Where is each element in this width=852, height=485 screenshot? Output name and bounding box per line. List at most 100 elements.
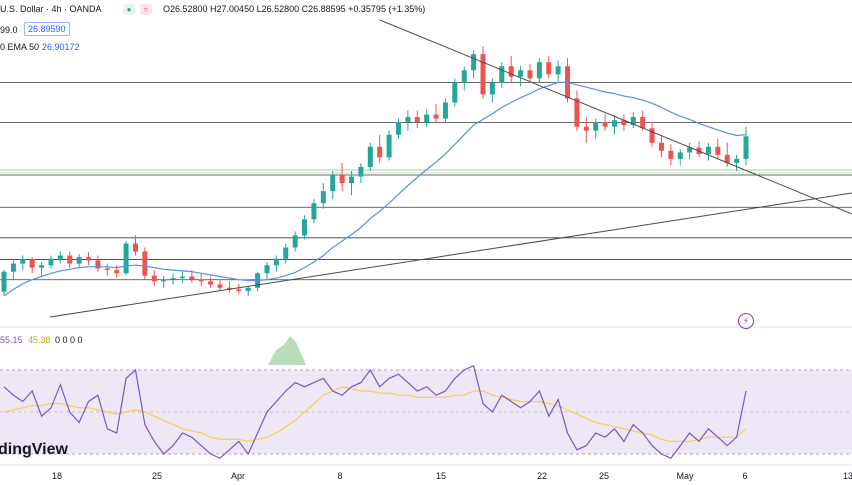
candle [283, 243, 289, 264]
candle-body [743, 136, 749, 159]
candle [255, 271, 261, 291]
candle [292, 231, 298, 252]
x-tick-label: 22 [537, 471, 547, 481]
candle-body [414, 117, 420, 123]
candle-body [236, 289, 242, 291]
candle-body [546, 62, 552, 75]
candle [527, 63, 533, 83]
candle [612, 117, 618, 135]
candle [395, 118, 401, 139]
candle [76, 253, 82, 267]
candle [48, 255, 54, 269]
candle-body [95, 260, 101, 269]
candle-body [48, 258, 54, 266]
candle-body [602, 122, 608, 127]
candle-body [527, 70, 533, 79]
candle-body [724, 154, 730, 163]
candle-body [668, 150, 674, 159]
candle [452, 78, 458, 107]
candle [433, 104, 439, 123]
candle [57, 251, 63, 264]
candle-body [433, 114, 439, 119]
candle-body [518, 70, 524, 77]
candle [386, 130, 392, 161]
candle [67, 251, 73, 268]
candle-body [612, 120, 618, 127]
candle [480, 46, 486, 99]
alert-wave-icon[interactable]: ≈ [140, 4, 152, 15]
lightning-icon[interactable]: ⚡ [738, 313, 754, 329]
candle [10, 259, 16, 280]
candle [29, 257, 35, 274]
candle [349, 170, 355, 196]
candle [461, 66, 467, 91]
rsi-ma-line [3, 386, 747, 443]
candle-body [687, 147, 693, 153]
x-tick-label: 15 [436, 471, 446, 481]
candle [217, 279, 223, 291]
candle [330, 170, 336, 200]
candle-body [734, 158, 740, 163]
ema-label: 0 EMA 50 [0, 42, 40, 52]
x-axis-ticks: 18 25 Apr 8 15 22 25 May 6 13 [52, 471, 852, 481]
candle [734, 154, 740, 171]
candle-body [461, 70, 467, 83]
candle [198, 273, 204, 287]
candle-body [480, 54, 486, 95]
candle-body [593, 122, 599, 131]
candle [640, 110, 646, 131]
candle [687, 142, 693, 159]
x-tick-label: 13 [843, 471, 852, 481]
candle [536, 58, 542, 83]
uptrend-line[interactable] [49, 192, 852, 318]
candle-body [217, 284, 223, 288]
candle [1, 270, 7, 296]
candle-body [377, 146, 383, 158]
candle [593, 118, 599, 139]
x-tick-label: 18 [52, 471, 62, 481]
candle-body [151, 275, 157, 282]
candle-body [67, 255, 73, 264]
candle [367, 142, 373, 171]
downtrend-line[interactable] [379, 19, 852, 215]
candle [320, 183, 326, 209]
candle [170, 273, 176, 285]
candle [442, 98, 448, 123]
candle-body [320, 191, 326, 204]
candle [508, 55, 514, 83]
candle-body [330, 175, 336, 192]
candle [574, 90, 580, 131]
candle [236, 283, 242, 295]
candle-body [302, 219, 308, 236]
candle-body [29, 259, 35, 268]
candle-body [245, 287, 251, 291]
candle-body [424, 114, 430, 123]
price-badge[interactable]: 26.89590 [24, 22, 70, 36]
candle [208, 276, 214, 288]
candle-body [273, 258, 279, 266]
x-tick-label: 8 [337, 471, 342, 481]
candle [151, 270, 157, 287]
candle-body [715, 146, 721, 155]
candle [705, 142, 711, 161]
candle-body [123, 243, 129, 274]
candles [1, 46, 749, 296]
x-tick-label: May [676, 471, 694, 481]
candle [86, 252, 92, 266]
candle-body [86, 257, 92, 261]
candle [677, 149, 683, 166]
candle-body [10, 263, 16, 272]
candle [311, 199, 317, 224]
candle-body [536, 62, 542, 79]
candle-body [555, 66, 561, 75]
candle [630, 112, 636, 129]
candle-body [630, 117, 636, 126]
candle [358, 162, 364, 184]
market-open-icon[interactable]: ● [123, 4, 135, 15]
x-tick-label: 6 [742, 471, 747, 481]
candle [555, 60, 561, 83]
candle-body [311, 203, 317, 220]
ohlc-values: O26.52800 H27.00450 L26.52800 C26.88595 … [163, 4, 426, 14]
candle-body [499, 66, 505, 83]
